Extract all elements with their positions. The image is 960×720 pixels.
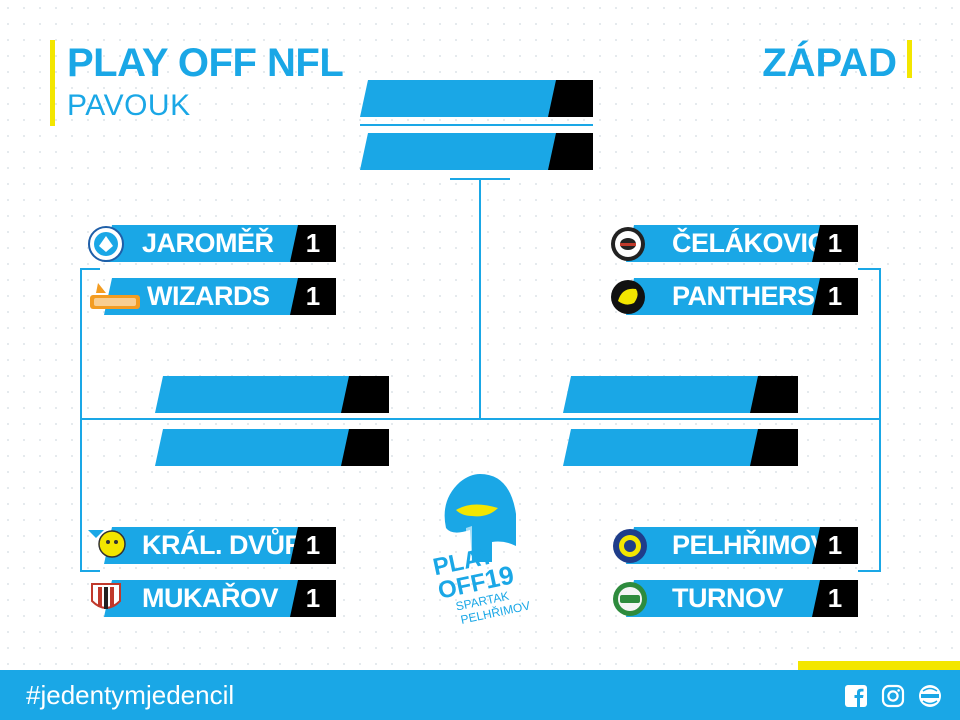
bracket-line [80,268,82,572]
score-box [548,80,593,117]
title-block: PLAY OFF NFL PAVOUK [50,40,344,126]
playoff-logo: PLAY OFF19 SPARTAK PELHŘIMOV [431,470,532,640]
team-row: KRÁL. DVŮR 1 [88,527,336,564]
region-label: ZÁPAD [762,40,912,85]
web-icon[interactable] [918,684,942,708]
bracket-line [360,124,593,126]
team-name: JAROMĚŘ [142,228,274,258]
team-name: WIZARDS [147,281,270,311]
team-row: PELHŘIMOV 1 [610,527,858,564]
score-box [341,376,389,413]
wizards-logo-icon [90,283,140,309]
bracket-line [858,570,880,572]
turnov-logo-icon [613,582,647,616]
team-row: ČELÁKOVICE 1 [610,225,858,262]
score-box: 1 [812,278,858,315]
team-name: PANTHERS [672,281,815,311]
semifinal-slot [563,429,798,466]
team-name: TURNOV [672,583,784,613]
score-box: 1 [290,225,336,262]
hashtag: #jedentymjedencil [26,680,235,710]
instagram-icon[interactable] [881,684,905,708]
bracket-line [80,570,100,572]
team-row: PANTHERS 1 [610,278,858,315]
footer-accent [798,661,960,670]
team-name: KRÁL. DVŮR [142,530,304,560]
semifinal-slot [563,376,798,413]
bracket-line [80,418,880,420]
score-box: 1 [812,225,858,262]
page-subtitle: PAVOUK [67,89,191,122]
footer: #jedentymjedencil [0,670,960,720]
team-name: PELHŘIMOV [672,530,829,560]
page-title: PLAY OFF NFL [67,41,344,85]
score-box [750,429,798,466]
spartan-helmet-icon [444,474,516,562]
score-box: 1 [290,527,336,564]
score-box [341,429,389,466]
final-slot [360,133,593,170]
team-row: WIZARDS 1 [88,278,336,315]
final-slot [360,80,593,117]
bracket-line [879,268,881,572]
bracket-line [479,178,481,418]
score-box [548,133,593,170]
pelhrimov-logo-icon [613,529,647,563]
team-row: MUKAŘOV 1 [88,580,336,617]
mukarov-logo-icon [91,583,121,609]
bracket-line [80,268,100,270]
facebook-icon[interactable] [844,684,868,708]
kral-dvur-logo-icon [88,530,126,558]
score-box: 1 [290,580,336,617]
team-name: MUKAŘOV [142,583,279,613]
bracket-line [858,268,880,270]
score-box: 1 [290,278,336,315]
team-row: JAROMĚŘ 1 [88,225,336,262]
celakovice-logo-icon [611,227,645,261]
semifinal-slot [155,376,389,413]
panthers-logo-icon [611,280,645,314]
score-box: 1 [812,580,858,617]
jaromer-logo-icon [88,226,124,262]
score-box [750,376,798,413]
score-box: 1 [812,527,858,564]
semifinal-slot [155,429,389,466]
team-row: TURNOV 1 [610,580,858,617]
